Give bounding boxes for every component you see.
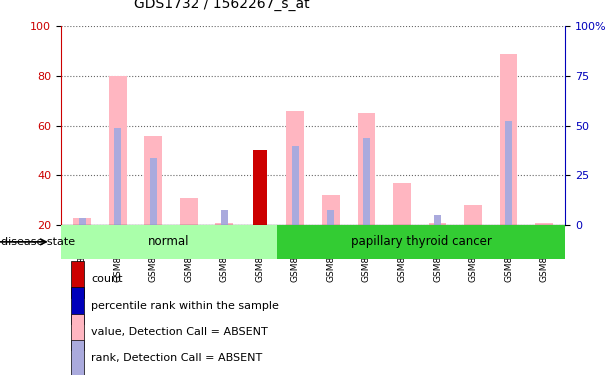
Bar [221,210,228,225]
Text: percentile rank within the sample: percentile rank within the sample [91,301,279,310]
Text: normal: normal [148,236,190,248]
Bar [150,158,157,225]
Bar [358,113,375,225]
Bar [327,210,334,225]
Bar [464,205,482,225]
Bar [393,183,411,225]
Bar [73,217,91,225]
Bar [292,146,299,225]
Bar [114,128,121,225]
Bar [256,158,263,225]
Bar [71,287,83,324]
Text: count: count [91,274,123,284]
Bar [429,222,446,225]
Text: disease state: disease state [1,237,75,247]
Bar [286,111,304,225]
Bar [277,225,565,259]
Text: rank, Detection Call = ABSENT: rank, Detection Call = ABSENT [91,353,262,363]
Bar [180,198,198,225]
Bar [363,138,370,225]
Bar [253,150,267,225]
Bar [71,314,83,350]
Bar [71,340,83,375]
Text: GDS1732 / 1562267_s_at: GDS1732 / 1562267_s_at [134,0,309,11]
Bar [109,76,126,225]
Bar [505,121,512,225]
Text: value, Detection Call = ABSENT: value, Detection Call = ABSENT [91,327,268,337]
Bar [215,222,233,225]
Bar [500,54,517,225]
Bar [78,217,86,225]
Bar [71,261,83,298]
Bar [144,136,162,225]
Bar [535,222,553,225]
Bar [434,215,441,225]
Bar [322,195,340,225]
Bar [61,225,277,259]
Text: papillary thyroid cancer: papillary thyroid cancer [351,236,492,248]
